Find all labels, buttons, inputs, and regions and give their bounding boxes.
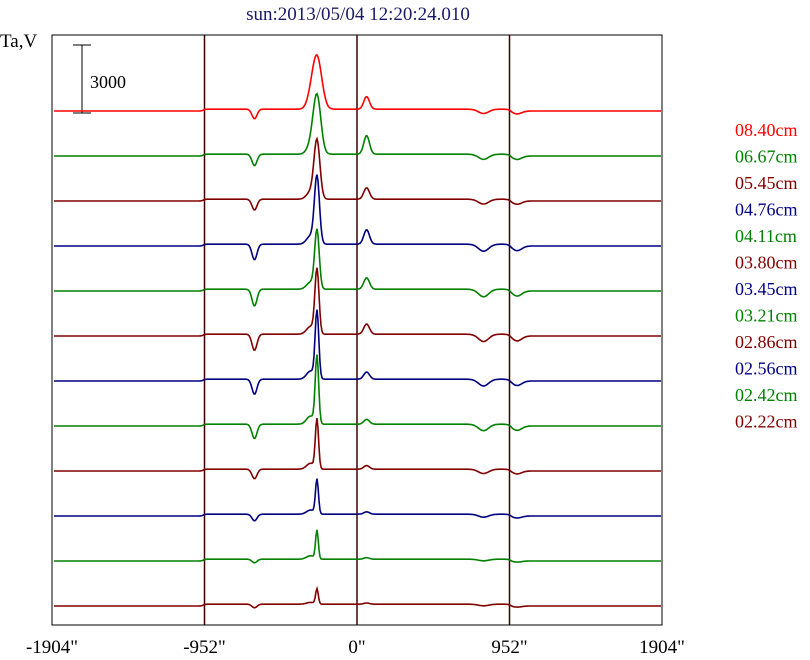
legend-entry-03.45cm: 03.45cm	[735, 279, 798, 299]
series-line-05.45cm	[54, 136, 661, 211]
x-tick-label-3: 952"	[491, 637, 527, 658]
legend-entry-05.45cm: 05.45cm	[735, 173, 798, 193]
legend-entry-04.11cm: 04.11cm	[735, 226, 797, 246]
chart-title: sun:2013/05/04 12:20:24.010	[246, 4, 470, 25]
y-axis-label: Ta,V	[0, 31, 37, 52]
x-tick-label-2: 0"	[348, 637, 365, 658]
scale-bar: 3000	[73, 44, 126, 114]
scale-bar-label: 3000	[90, 72, 126, 92]
series-line-03.80cm	[54, 267, 661, 351]
legend-entry-03.80cm: 03.80cm	[735, 253, 798, 273]
series-line-06.67cm	[54, 92, 661, 167]
series-lines	[54, 54, 661, 609]
legend-entry-06.67cm: 06.67cm	[735, 147, 798, 167]
x-tick-label-4: 1904"	[639, 637, 685, 658]
legend: 08.40cm 06.67cm 05.45cm 04.76cm 04.11cm 03.80…	[735, 120, 798, 432]
series-line-02.42cm	[54, 529, 661, 564]
x-tick-label-1: -952"	[183, 637, 226, 658]
legend-entry-08.40cm: 08.40cm	[735, 120, 798, 140]
series-line-03.45cm	[54, 309, 661, 395]
x-tick-labels: -1904" -952" 0" 952" 1904"	[26, 637, 685, 658]
series-line-02.56cm	[54, 478, 661, 522]
series-line-02.22cm	[54, 585, 661, 609]
legend-entry-02.42cm: 02.42cm	[735, 385, 798, 405]
legend-entry-02.56cm: 02.56cm	[735, 359, 798, 379]
legend-entry-03.21cm: 03.21cm	[735, 306, 798, 326]
series-line-02.86cm	[54, 417, 661, 480]
legend-entry-02.22cm: 02.22cm	[735, 412, 798, 432]
x-tick-label-0: -1904"	[26, 637, 78, 658]
series-line-04.76cm	[54, 174, 661, 261]
legend-entry-02.86cm: 02.86cm	[735, 332, 798, 352]
series-line-04.11cm	[54, 228, 661, 307]
legend-entry-04.76cm: 04.76cm	[735, 200, 798, 220]
series-line-08.40cm	[54, 54, 661, 120]
reference-lines	[203, 35, 511, 625]
series-line-03.21cm	[54, 354, 661, 440]
